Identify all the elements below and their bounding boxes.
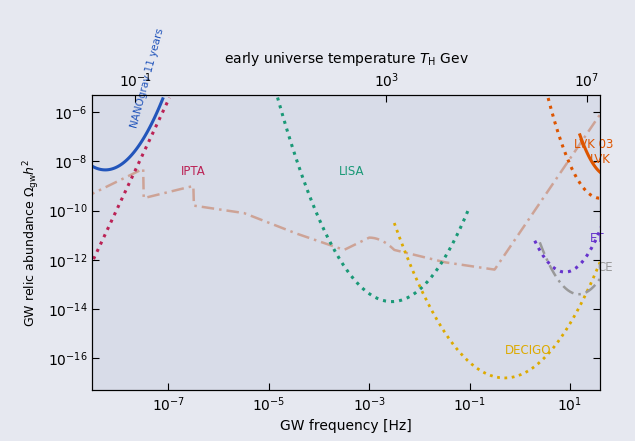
Text: IPTA: IPTA [181, 164, 206, 178]
Text: NANOgrav 11 years: NANOgrav 11 years [130, 27, 166, 129]
X-axis label: GW frequency [Hz]: GW frequency [Hz] [280, 419, 412, 434]
Text: LISA: LISA [339, 164, 364, 178]
Text: DECIGO: DECIGO [505, 344, 551, 357]
Text: CE: CE [597, 261, 613, 274]
X-axis label: early universe temperature $T_{\rm H}$ Gev: early universe temperature $T_{\rm H}$ G… [224, 50, 469, 68]
Text: LVK: LVK [590, 153, 611, 166]
Text: LVK 03: LVK 03 [574, 138, 613, 150]
Text: ET: ET [590, 232, 605, 246]
Y-axis label: GW relic abundance $\Omega_{\rm gw}h^2$: GW relic abundance $\Omega_{\rm gw}h^2$ [22, 158, 42, 327]
